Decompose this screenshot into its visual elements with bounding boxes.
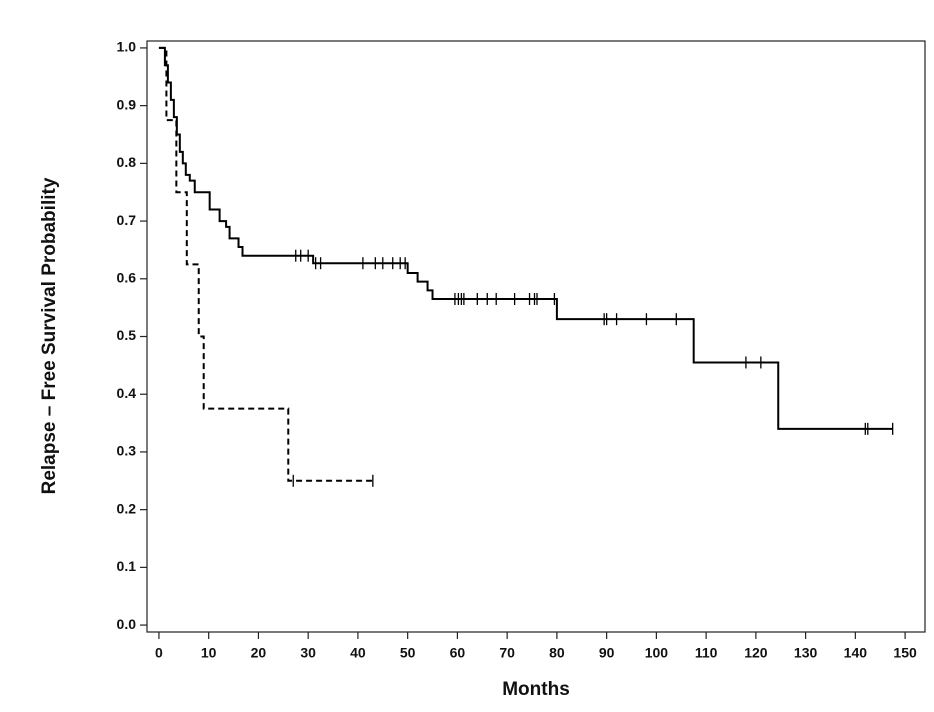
y-tick-label: 0.8 [117, 154, 137, 170]
survival-curve [158, 46, 373, 482]
x-tick-label: 140 [844, 645, 868, 661]
y-tick-label: 0.0 [117, 616, 137, 632]
y-axis-title: Relapse – Free Survival Probability [39, 177, 60, 494]
x-tick-label: 70 [499, 645, 515, 661]
y-tick-label: 0.1 [117, 558, 137, 574]
x-tick-label: 110 [695, 645, 718, 661]
x-tick-label: 50 [400, 645, 416, 661]
plot-frame [146, 40, 926, 633]
y-tick-label: 0.5 [117, 327, 137, 343]
x-tick-label: 120 [744, 645, 768, 661]
x-tick-label: 90 [599, 645, 615, 661]
x-tick-label: 10 [201, 645, 217, 661]
y-tick-label: 0.3 [117, 443, 137, 459]
x-tick-label: 20 [251, 645, 267, 661]
x-tick-label: 80 [549, 645, 565, 661]
x-tick-label: 30 [300, 645, 316, 661]
y-tick-label: 0.7 [117, 212, 137, 228]
y-tick-label: 0.2 [117, 500, 137, 516]
x-tick-label: 0 [155, 645, 163, 661]
survival-curve [158, 46, 893, 430]
x-tick-label: 150 [893, 645, 917, 661]
x-tick-label: 40 [350, 645, 366, 661]
y-tick-label: 0.9 [117, 96, 137, 112]
x-tick-label: 60 [450, 645, 466, 661]
y-tick-label: 0.4 [117, 385, 137, 401]
x-tick-label: 100 [645, 645, 669, 661]
y-tick-label: 0.6 [117, 269, 137, 285]
y-tick-label: 1.0 [117, 39, 137, 55]
x-tick-label: 130 [794, 645, 818, 661]
x-axis-title: Months [502, 679, 570, 700]
